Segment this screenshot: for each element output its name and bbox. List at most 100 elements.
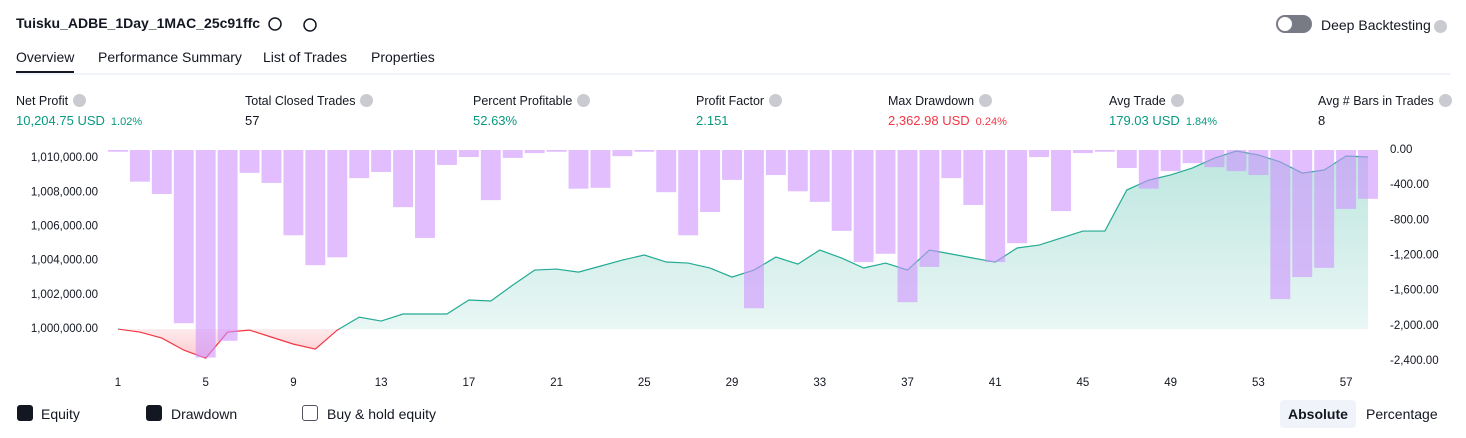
- chart: 1,000,000.00 1,002,000.00 1,004,000.00 1,00…: [31, 144, 1439, 389]
- drawdown-bar: [765, 150, 786, 176]
- metric-value: 8: [1318, 113, 1326, 128]
- drawdown-bar: [546, 150, 567, 152]
- drawdown-bar: [349, 150, 370, 179]
- metric-value: 2,362.98 USD 0.24%: [888, 113, 1007, 128]
- drawdown-bar: [305, 150, 326, 266]
- drawdown-bar: [1292, 150, 1313, 278]
- drawdown-bar: [1160, 150, 1181, 172]
- drawdown-bar: [963, 150, 984, 205]
- metric-label: Total Closed Trades: [245, 94, 374, 108]
- tab[interactable]: Overview: [16, 49, 75, 74]
- drawdown-bar: [261, 150, 282, 183]
- tab[interactable]: Properties: [371, 49, 435, 65]
- drawdown-bar: [831, 150, 852, 231]
- drawdown-bar: [634, 150, 655, 152]
- drawdown-bar: [217, 150, 238, 341]
- x-tick-label: 25: [638, 377, 651, 389]
- drawdown-bar: [919, 150, 940, 267]
- drawdown-bar: [1138, 150, 1159, 189]
- metric-value: 52.63%: [473, 113, 518, 128]
- header-icons: [268, 17, 317, 32]
- drawdown-bar: [853, 150, 874, 263]
- drawdown-bar: [612, 150, 633, 157]
- drawdown-bar: [1336, 150, 1357, 209]
- drawdown-bar: [1204, 150, 1225, 168]
- y2-tick-label: -2,000.00: [1390, 320, 1439, 332]
- x-tick-label: 41: [989, 377, 1002, 389]
- y2-tick-label: -800.00: [1390, 214, 1429, 226]
- drawdown-bar: [480, 150, 501, 201]
- drawdown-bar: [985, 150, 1006, 263]
- drawdown-bar: [1094, 150, 1115, 152]
- drawdown-bar: [458, 150, 479, 158]
- drawdown-bar: [809, 150, 830, 202]
- legend-label: Buy & hold equity: [327, 406, 436, 422]
- y2-tick-label: -2,400.00: [1390, 355, 1439, 367]
- drawdown-bar: [108, 150, 128, 152]
- x-tick-label: 21: [550, 377, 563, 389]
- drawdown-bar: [129, 150, 150, 182]
- toggle[interactable]: [1276, 15, 1312, 33]
- drawdown-bar: [502, 150, 523, 158]
- drawdown-bar: [700, 150, 721, 212]
- drawdown-bar: [568, 150, 589, 189]
- mode-button[interactable]: Percentage: [1366, 406, 1438, 422]
- drawdown-bar: [1270, 150, 1291, 300]
- drawdown-bar: [151, 150, 172, 194]
- metric-value: 179.03 USD 1.84%: [1109, 113, 1218, 128]
- drawdown-bar: [1029, 150, 1050, 158]
- x-tick-label: 53: [1252, 377, 1265, 389]
- mode-button[interactable]: Absolute: [1280, 400, 1356, 428]
- x-tick-label: 29: [726, 377, 739, 389]
- drawdown-bar: [1182, 150, 1203, 164]
- drawdown-bar: [656, 150, 677, 193]
- x-tick-label: 9: [290, 377, 296, 389]
- drawdown-bar: [1358, 150, 1378, 199]
- x-tick-label: 17: [462, 377, 475, 389]
- x-tick-label: 37: [901, 377, 914, 389]
- equity-area: [117, 151, 1369, 359]
- toggle-label: Deep Backtesting: [1321, 17, 1431, 33]
- drawdown-bar: [195, 150, 216, 358]
- drawdown-bar: [590, 150, 611, 188]
- divider: [16, 73, 1450, 75]
- y2-tick-label: -400.00: [1390, 179, 1429, 191]
- drawdown-bar: [744, 150, 764, 309]
- tab[interactable]: Performance Summary: [98, 49, 242, 65]
- drawdown-bar: [897, 150, 918, 303]
- x-tick-label: 33: [813, 377, 826, 389]
- checkbox[interactable]: [302, 405, 318, 421]
- drawdown-bar: [941, 150, 962, 179]
- metric-value: 10,204.75 USD 1.02%: [16, 113, 143, 128]
- metric-label: Avg # Bars in Trades: [1318, 94, 1452, 108]
- x-tick-label: 57: [1340, 377, 1353, 389]
- metric-label: Net Profit: [16, 94, 87, 108]
- drawdown-bar: [1226, 150, 1247, 172]
- checkbox[interactable]: [146, 405, 162, 421]
- metric-value: 2.151: [696, 113, 729, 128]
- drawdown-bar: [283, 150, 304, 236]
- drawdown-bar: [371, 150, 392, 172]
- y2-tick-label: -1,200.00: [1390, 250, 1439, 262]
- alert-icon[interactable]: [303, 18, 317, 32]
- drawdown-bar: [524, 150, 545, 154]
- x-tick-label: 45: [1077, 377, 1090, 389]
- legend-label: Drawdown: [171, 406, 238, 422]
- y2-tick-label: -1,600.00: [1390, 285, 1439, 297]
- y-tick-label: 1,008,000.00: [31, 186, 98, 198]
- drawdown-bar: [875, 150, 896, 254]
- metric-label: Avg Trade: [1109, 94, 1184, 108]
- checkbox[interactable]: [17, 405, 33, 421]
- legend-label: Equity: [41, 406, 80, 422]
- tab[interactable]: List of Trades: [263, 49, 348, 65]
- drawdown-bar: [787, 150, 808, 192]
- drawdown-bar: [1248, 150, 1269, 176]
- drawdown-bar: [173, 150, 194, 324]
- drawdown-bar: [1072, 150, 1093, 154]
- metric-value: 57: [245, 113, 260, 128]
- drawdown-bar: [1314, 150, 1335, 268]
- metric-label: Percent Profitable: [473, 94, 591, 108]
- drawdown-bar: [239, 150, 260, 173]
- settings-icon[interactable]: [268, 17, 282, 31]
